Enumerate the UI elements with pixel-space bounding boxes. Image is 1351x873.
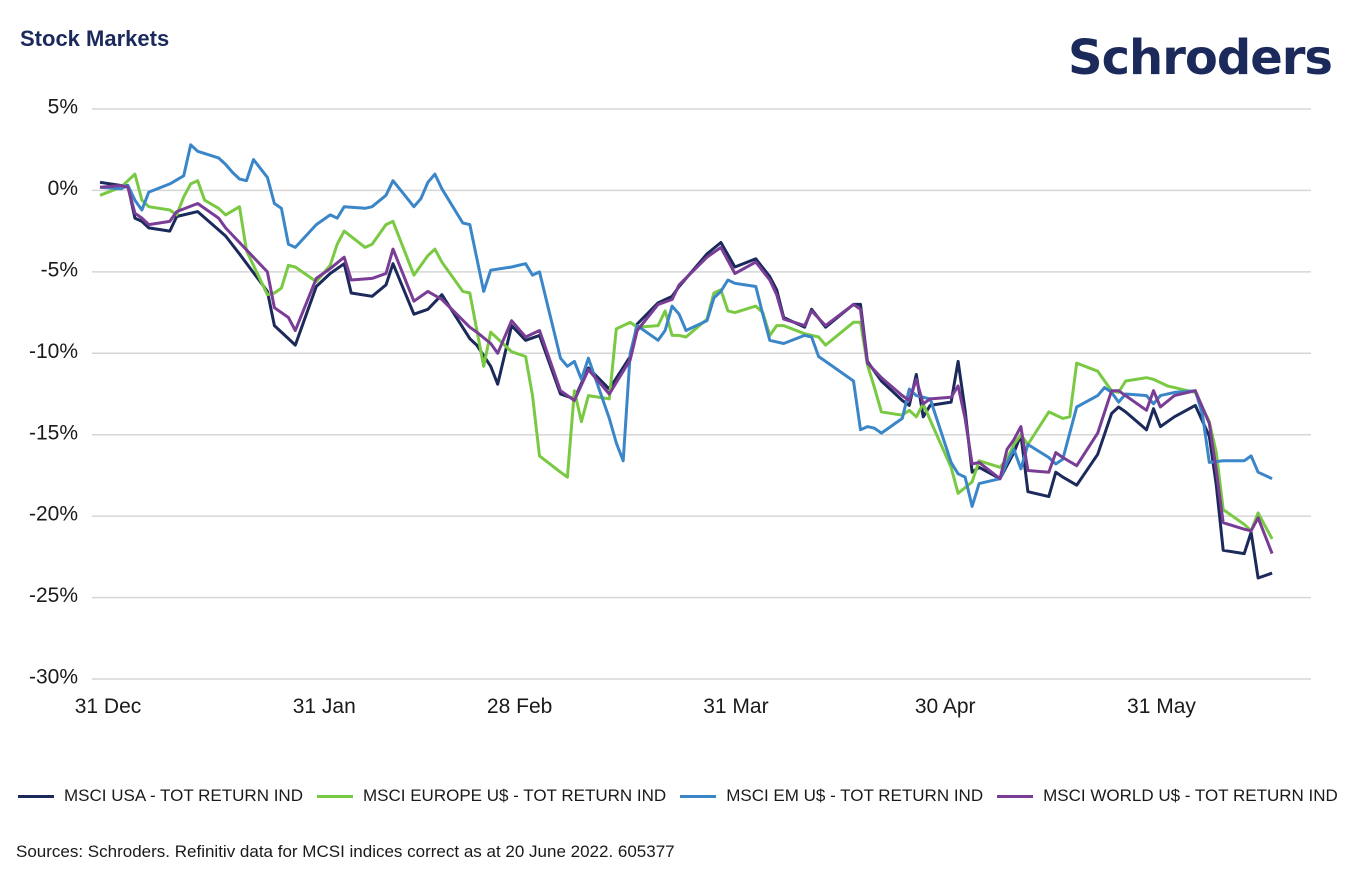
x-tick-label: 31 May [1127,695,1196,718]
line-chart: 5% 0% -5% -10% -15% -20% -25% -30% 31 Dec 31 Jan… [29,96,1311,718]
chart-title: Stock Markets [20,26,170,51]
legend-swatch [680,794,717,798]
y-tick-label: 5% [48,96,78,119]
legend-label: MSCI EM U$ - TOT RETURN IND [726,786,984,805]
legend-label: MSCI WORLD U$ - TOT RETURN IND [1043,786,1338,805]
legend-swatch [18,794,54,798]
series-line-2 [99,143,1273,508]
schroders-logo: Schroders [1068,30,1333,86]
source-note: Sources: Schroders. Refinitiv data for M… [16,842,675,861]
legend-swatch [316,794,353,798]
legend-item: MSCI WORLD U$ - TOT RETURN IND [997,786,1338,806]
grid-lines [92,108,1311,680]
legend-swatch [997,794,1034,798]
x-tick-label: 30 Apr [915,695,976,718]
y-tick-label: -5% [41,258,78,281]
y-tick-label: 0% [48,177,78,200]
y-tick-label: -25% [29,584,78,607]
series-line-0 [99,180,1273,580]
series-lines [99,143,1274,580]
x-tick-label: 31 Mar [703,695,768,718]
y-tick-label: -10% [29,340,78,363]
legend-item: MSCI EUROPE U$ - TOT RETURN IND [316,786,667,806]
y-tick-label: -20% [29,503,78,526]
series-line-1 [99,172,1274,540]
legend-label: MSCI USA - TOT RETURN IND [64,786,303,805]
legend-item: MSCI EM U$ - TOT RETURN IND [680,786,983,806]
x-tick-label: 31 Jan [293,695,356,718]
x-tick-label: 28 Feb [487,695,552,718]
x-axis-ticks: 31 Dec 31 Jan 28 Feb 31 Mar 30 Apr 31 May [75,695,1197,718]
y-tick-label: -15% [29,421,78,444]
legend-label: MSCI EUROPE U$ - TOT RETURN IND [362,786,667,805]
legend: MSCI USA - TOT RETURN IND MSCI EUROPE U$ … [18,786,1351,806]
legend-item: MSCI USA - TOT RETURN IND [18,786,303,806]
y-tick-label: -30% [29,666,78,689]
x-tick-label: 31 Dec [75,695,142,718]
series-line-3 [99,184,1274,555]
y-axis-ticks: 5% 0% -5% -10% -15% -20% -25% -30% [29,96,78,689]
